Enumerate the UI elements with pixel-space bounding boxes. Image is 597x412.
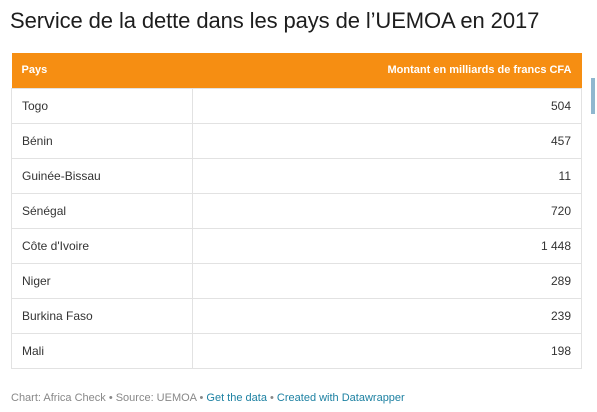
footer-credit: Chart: Africa Check • Source: UEMOA • [11,392,204,404]
country-cell: Sénégal [11,192,193,229]
table-row: Côte d'Ivoire 1 448 [11,227,582,264]
country-cell: Guinée-Bissau [11,157,193,194]
datawrapper-link[interactable]: Created with Datawrapper [276,392,405,404]
amount-cell: 504 [192,87,582,124]
get-the-data-link[interactable]: Get the data [206,392,267,404]
column-header-amount[interactable]: Montant en milliards de francs CFA [387,64,572,77]
table-row: Togo 504 [11,87,582,124]
amount-cell: 198 [192,332,582,369]
amount-cell: 720 [192,192,582,229]
country-cell: Togo [11,87,193,124]
table-row: Bénin 457 [11,122,582,159]
table-row: Sénégal 720 [11,192,582,229]
amount-cell: 289 [192,262,582,299]
chart-title: Service de la dette dans les pays de l’U… [10,8,540,33]
country-cell: Mali [11,332,193,369]
table-row: Niger 289 [11,262,582,299]
table-row: Guinée-Bissau 11 [11,157,582,194]
amount-cell: 1 448 [192,227,582,264]
chart-footer: Chart: Africa Check • Source: UEMOA • Ge… [11,392,405,404]
amount-cell: 11 [192,157,582,194]
amount-cell: 457 [192,122,582,159]
table-header-row: Pays Montant en milliards de francs CFA [11,53,582,88]
country-cell: Bénin [11,122,193,159]
table-row: Burkina Faso 239 [11,297,582,334]
scrollbar-thumb[interactable] [591,78,595,114]
amount-cell: 239 [192,297,582,334]
table-header: Pays Montant en milliards de francs CFA [11,53,582,88]
table-row: Mali 198 [11,332,582,369]
country-cell: Niger [11,262,193,299]
column-header-country[interactable]: Pays [21,64,48,77]
data-table: Pays Montant en milliards de francs CFA … [11,53,582,369]
country-cell: Côte d'Ivoire [11,227,193,264]
country-cell: Burkina Faso [11,297,193,334]
data-table-container: Pays Montant en milliards de francs CFA … [11,53,582,369]
footer-separator: • [270,392,274,404]
table-body: Togo 504 Bénin 457 Guinée-Bissau 11 Sénégal 720… [11,87,582,369]
